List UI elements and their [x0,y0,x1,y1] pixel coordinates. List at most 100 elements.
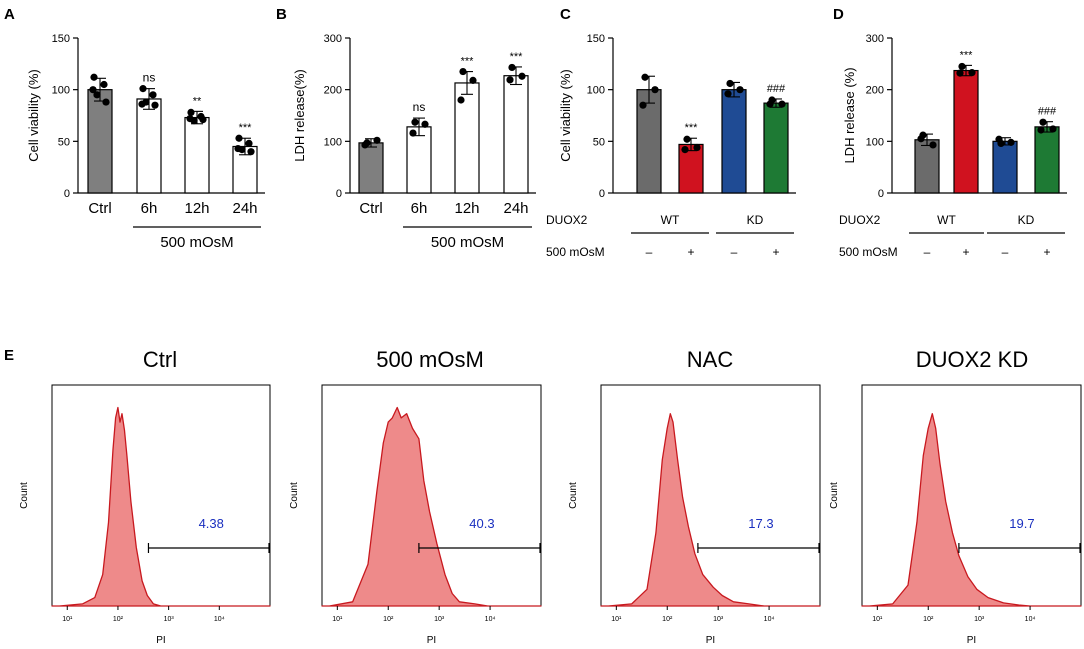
x-tick-label: 6h [141,200,158,217]
x-tick-label: 10¹ [611,616,622,623]
x-tick-label: 12h [454,200,479,217]
data-point [508,63,516,72]
x-axis-label: PI [967,635,976,646]
row-group-label: WT [937,213,956,227]
data-point [1007,138,1015,146]
y-axis-label: Count [829,482,840,509]
row-label: 500 mOsM [839,245,898,259]
x-axis-label: PI [156,635,165,646]
x-tick-label: 24h [503,200,528,217]
y-tick-label: 100 [587,85,605,97]
gate-value: 19.7 [1009,516,1034,531]
data-point [90,73,98,81]
data-point [506,76,514,84]
panel-b: B 0 100 200 300 LDH release(%) Ctrl ns 6h *** 12h *… [276,6,536,251]
data-point [736,86,744,94]
significance-label: ### [1038,106,1057,118]
data-point [373,136,381,144]
y-tick-label: 0 [599,188,605,200]
panel-label: A [4,6,15,23]
y-tick-label: 200 [866,85,884,97]
histogram-title: NAC [687,347,734,372]
y-tick-label: 100 [52,85,70,97]
bar [184,116,210,194]
data-point [199,116,207,124]
bar [914,139,940,194]
y-tick-label: 100 [324,136,342,148]
data-point [651,86,659,94]
significance-label: ns [413,100,426,114]
significance-label: ** [193,95,202,107]
y-axis-label: LDH release(%) [292,69,307,161]
x-tick-label: 10⁴ [485,616,496,623]
x-tick-label: 10¹ [62,616,73,623]
panel-label: E [4,347,14,364]
row-group-label: KD [1018,213,1035,227]
panel-e3: NAC 10¹ 10² 10³ 10⁴ 17.3 PI Count [568,347,821,646]
data-point [929,141,937,149]
panel-e2: 500 mOsM 10¹ 10² 10³ 10⁴ 40.3 PI Count [289,347,542,646]
y-tick-label: 0 [64,188,70,200]
y-tick-label: 300 [324,33,342,45]
data-point [778,100,786,108]
panel-c: C 0 50 100 150 Cell viability (%) *** ### DUOX2 W… [546,6,796,259]
x-tick-label: Ctrl [359,200,382,217]
x-tick-label: Ctrl [88,200,111,217]
row-cell: + [772,245,779,259]
significance-label: *** [960,49,974,61]
data-point [457,96,465,104]
y-axis-label: Cell viability (%) [26,69,41,161]
bar [1034,126,1060,194]
histogram-area [861,413,1082,607]
x-tick-label: 10² [383,616,394,623]
data-point [766,100,774,108]
y-axis-label: Count [19,482,30,509]
data-point [958,62,966,71]
data-point [421,120,429,128]
panel-d: D 0 100 200 300 LDH release (%) *** ### DUOX2 WT K… [833,6,1067,259]
significance-label: ### [767,83,786,95]
y-tick-label: 50 [58,136,70,148]
y-tick-label: 50 [593,136,605,148]
histogram-title: 500 mOsM [376,347,484,372]
x-tick-label: 10³ [434,616,445,623]
bar [136,98,162,194]
data-point [149,91,157,99]
data-point [469,76,477,84]
x-tick-label: 10² [662,616,673,623]
y-axis-label: Cell viability (%) [558,69,573,161]
y-tick-label: 100 [866,136,884,148]
data-point [459,67,467,76]
significance-label: *** [510,51,524,63]
data-point [641,73,649,81]
x-tick-label: 10⁴ [764,616,775,623]
x-axis-label: PI [706,635,715,646]
data-point [409,129,417,137]
panel-e1: E Ctrl 10¹ 10² 10³ 10⁴ 4.38 PI Count [4,347,271,646]
x-tick-label: 10³ [164,616,175,623]
plot-frame [600,384,821,607]
row-group-label: WT [661,213,680,227]
row-label: DUOX2 [546,213,588,227]
data-point [361,141,369,149]
data-point [234,144,242,153]
y-tick-label: 150 [52,33,70,45]
histogram-area [51,406,271,607]
data-point [995,135,1003,143]
data-point [1037,126,1045,134]
y-axis-label: Count [289,482,300,509]
bar [503,75,529,194]
y-tick-label: 0 [878,188,884,200]
x-tick-label: 10⁴ [1025,616,1036,623]
data-point [411,118,419,126]
bar [721,89,747,194]
y-tick-label: 300 [866,33,884,45]
histogram-title: Ctrl [143,347,177,372]
x-tick-label: 24h [232,200,257,217]
group-label: 500 mOsM [160,234,233,251]
data-point [726,79,734,88]
data-point [681,146,689,154]
data-point [724,90,732,98]
data-point [89,86,97,94]
significance-label: *** [239,122,253,134]
